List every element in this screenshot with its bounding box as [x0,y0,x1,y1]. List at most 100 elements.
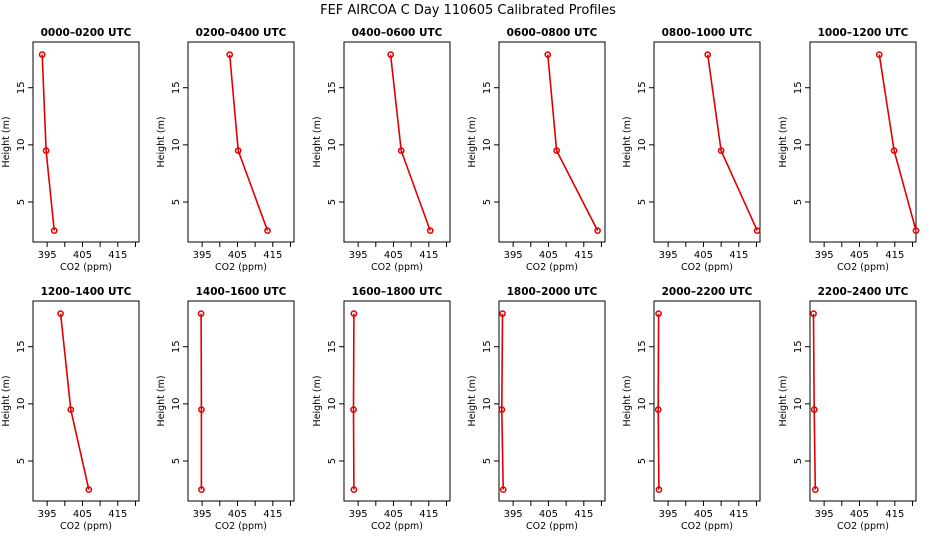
y-tick-label: 15 [482,81,493,94]
profile-line [878,54,917,231]
y-axis-label: Height (m) [622,375,633,426]
profile-panel: 1400–1600 UTC 395 405 415 5 10 15 CO2 (ppm) Heig… [156,286,295,532]
x-axis-label: CO2 (ppm) [60,521,112,532]
y-tick-label: 5 [482,199,493,205]
x-tick-label: 395 [193,250,212,261]
profile-point [426,227,434,234]
x-tick-label: 405 [850,250,869,261]
x-axis-label: CO2 (ppm) [526,262,578,273]
x-axis-label: CO2 (ppm) [215,521,267,532]
profile-point [350,310,358,317]
y-tick-label: 10 [482,138,493,151]
y-tick-label: 10 [171,138,182,151]
profile-line [500,313,504,490]
x-tick-label: 395 [349,509,368,520]
profile-panel: 1600–1800 UTC 395 405 415 5 10 15 CO2 (ppm) Heig… [312,286,451,532]
panel-title: 0600–0800 UTC [507,27,598,39]
profile-panel: 0800–1000 UTC 395 405 415 5 10 15 CO2 (ppm) Heig… [622,27,761,273]
x-tick-label: 405 [694,250,713,261]
plot-frame [343,41,451,243]
x-tick-label: 405 [539,250,558,261]
y-tick-label: 15 [482,340,493,353]
y-tick-label: 10 [482,397,493,410]
y-tick-label: 5 [793,458,804,464]
y-tick-label: 5 [637,458,648,464]
profile-point [810,310,817,317]
profile-point [198,486,205,493]
profile-point [753,227,761,234]
y-tick-label: 15 [171,81,182,94]
y-tick-label: 15 [16,340,27,353]
x-tick-label: 415 [885,250,904,261]
profile-point [350,486,358,493]
profile-point [38,51,46,58]
x-tick-label: 415 [419,509,438,520]
y-tick-label: 15 [16,81,27,94]
profile-panel: 0200–0400 UTC 395 405 415 5 10 15 CO2 (ppm) Heig… [156,27,295,273]
panel-title: 1800–2000 UTC [507,286,598,298]
x-tick-label: 395 [659,250,678,261]
x-axis-label: CO2 (ppm) [526,521,578,532]
profile-panel: 0400–0600 UTC 395 405 415 5 10 15 CO2 (ppm) Heig… [312,27,451,273]
x-tick-label: 395 [815,250,834,261]
plot-frame [187,41,295,243]
profile-line [59,313,90,490]
profile-panel: 2200–2400 UTC 395 405 415 5 10 15 CO2 (ppm) Heig… [778,286,917,532]
y-axis-label: Height (m) [312,116,323,167]
x-axis-label: CO2 (ppm) [681,521,733,532]
profile-point [704,51,712,58]
y-tick-label: 15 [793,81,804,94]
profile-point [264,227,271,234]
y-tick-label: 5 [637,199,648,205]
x-tick-label: 405 [73,250,92,261]
y-tick-label: 10 [16,397,27,410]
panel-title: 0800–1000 UTC [662,27,753,39]
x-tick-label: 405 [73,509,92,520]
y-tick-label: 5 [16,458,27,464]
y-axis-label: Height (m) [156,116,167,167]
x-tick-label: 405 [384,250,403,261]
y-axis-label: Height (m) [778,116,789,167]
profile-line [389,54,431,231]
profile-point [57,310,64,317]
x-tick-label: 415 [574,509,593,520]
panel-title: 0200–0400 UTC [196,27,287,39]
profile-point [717,147,725,154]
y-tick-label: 10 [171,397,182,410]
x-axis-label: CO2 (ppm) [837,521,889,532]
profile-point [655,310,662,317]
x-axis-label: CO2 (ppm) [681,262,733,273]
plot-frame [809,41,917,243]
x-tick-label: 405 [228,509,247,520]
profile-point [654,406,662,413]
profile-point [387,51,394,58]
y-tick-label: 15 [793,340,804,353]
profile-point [544,51,552,58]
plot-frame [498,300,606,502]
x-tick-label: 415 [574,250,593,261]
x-tick-label: 415 [729,250,748,261]
plot-frame [343,300,451,502]
panel-title: 1400–1600 UTC [196,286,287,298]
y-axis-label: Height (m) [778,375,789,426]
y-tick-label: 10 [637,397,648,410]
panel-title: 2200–2400 UTC [818,286,909,298]
profile-panel: 0000–0200 UTC 395 405 415 5 10 15 CO2 (ppm) Heig… [1,27,140,273]
panel-grid: 0000–0200 UTC 395 405 415 5 10 15 CO2 (ppm) Heig… [1,27,920,532]
x-axis-label: CO2 (ppm) [60,262,112,273]
y-tick-label: 5 [327,199,338,205]
profile-panel: 1800–2000 UTC 395 405 415 5 10 15 CO2 (ppm) Heig… [467,286,606,532]
x-tick-label: 415 [108,250,127,261]
y-axis-label: Height (m) [1,116,12,167]
profile-point [655,486,663,493]
profile-panel: 1200–1400 UTC 395 405 415 5 10 15 CO2 (ppm) Heig… [1,286,140,532]
x-tick-label: 415 [419,250,438,261]
profile-point [42,147,50,154]
profile-point [499,486,507,493]
profile-point [397,147,405,154]
y-axis-label: Height (m) [467,116,478,167]
x-tick-label: 405 [539,509,558,520]
x-tick-label: 395 [38,250,57,261]
panel-title: 1200–1400 UTC [41,286,132,298]
